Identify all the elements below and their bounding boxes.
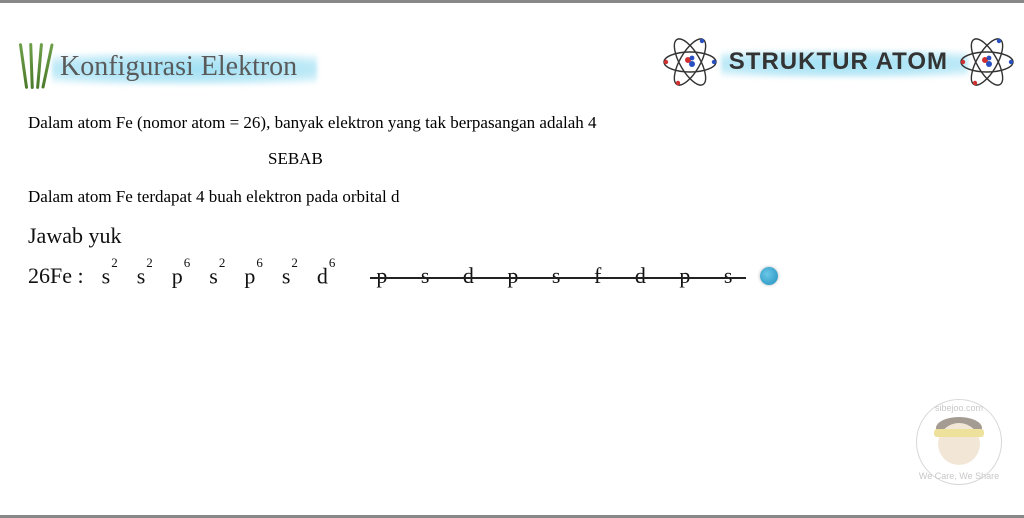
orbital-term: s2	[282, 263, 297, 289]
handwritten-label: Jawab yuk	[0, 223, 1024, 249]
header: Konfigurasi Elektron STRUKTUR ATOM	[0, 3, 1024, 103]
page-title: STRUKTUR ATOM	[729, 48, 948, 76]
struck-orbitals: p s d p s f d p s	[372, 263, 750, 289]
question-block: Dalam atom Fe (nomor atom = 26), banyak …	[0, 103, 1024, 207]
watermark-top: sibejoo.com	[916, 403, 1002, 413]
orbital-term: s2	[209, 263, 224, 289]
page-subtitle: Konfigurasi Elektron	[60, 51, 297, 83]
atom-icon	[661, 33, 719, 91]
element-lead: 26Fe :	[28, 263, 84, 289]
right-title-block: STRUKTUR ATOM	[661, 33, 1016, 91]
left-title-block: Konfigurasi Elektron	[18, 43, 297, 91]
question-sebab: SEBAB	[268, 149, 996, 169]
watermark-bottom: We Care, We Share	[916, 471, 1002, 481]
question-statement-1: Dalam atom Fe (nomor atom = 26), banyak …	[28, 113, 996, 133]
orbital-term: p6	[172, 263, 190, 289]
question-statement-2: Dalam atom Fe terdapat 4 buah elektron p…	[28, 187, 996, 207]
watermark: sibejoo.com We Care, We Share	[916, 399, 1002, 485]
orbital-term: s2	[102, 263, 117, 289]
orbital-row: 26Fe : s2 s2 p6 s2 p6 s2 d6 p s d p s f d p s	[0, 263, 1024, 289]
orbital-term: s2	[137, 263, 152, 289]
orbital-list: s2 s2 p6 s2 p6 s2 d6	[102, 263, 355, 289]
bamboo-icon	[18, 43, 54, 91]
orbital-term: p6	[244, 263, 262, 289]
cursor-icon	[760, 267, 778, 285]
orbital-term: d6	[317, 263, 335, 289]
atom-icon	[958, 33, 1016, 91]
